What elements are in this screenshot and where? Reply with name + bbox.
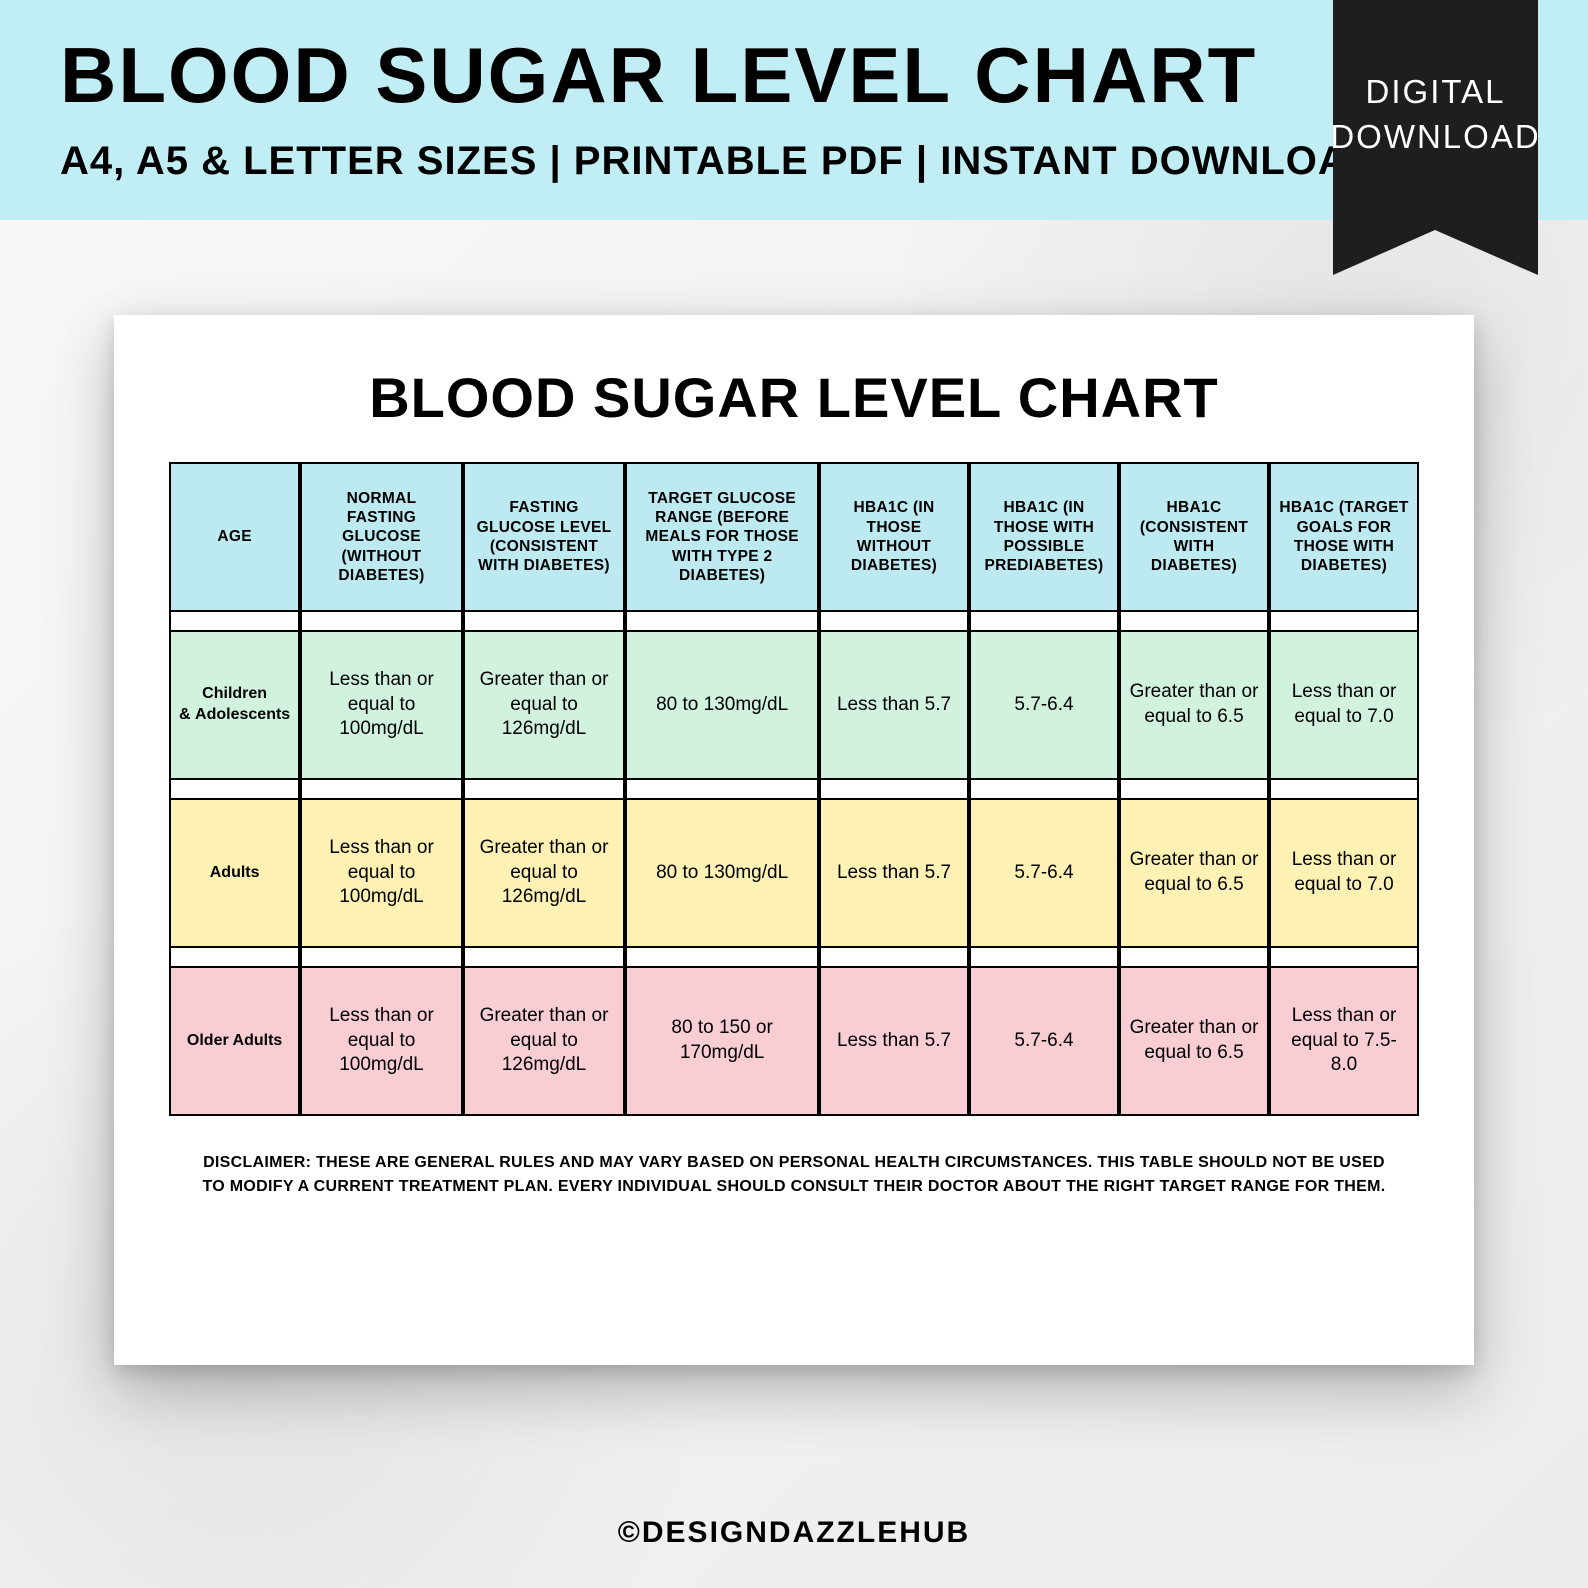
table-gap-row bbox=[169, 948, 1419, 966]
table-cell: Greater than or equal to 126mg/dL bbox=[463, 630, 626, 780]
table-row: Children & AdolescentsLess than or equal… bbox=[169, 630, 1419, 780]
row-label: Children & Adolescents bbox=[169, 630, 300, 780]
table-cell: 5.7-6.4 bbox=[969, 630, 1119, 780]
table-cell: Greater than or equal to 6.5 bbox=[1119, 798, 1269, 948]
document-page: BLOOD SUGAR LEVEL CHART AGENORMAL FASTIN… bbox=[114, 315, 1474, 1365]
row-label: Older Adults bbox=[169, 966, 300, 1116]
table-header-cell: AGE bbox=[169, 462, 300, 612]
table-header-cell: HBA1C (IN THOSE WITHOUT DIABETES) bbox=[819, 462, 969, 612]
table-cell: Greater than or equal to 6.5 bbox=[1119, 630, 1269, 780]
table-header-cell: NORMAL FASTING GLUCOSE (WITHOUT DIABETES… bbox=[300, 462, 463, 612]
table-cell: Less than or equal to 7.5-8.0 bbox=[1269, 966, 1419, 1116]
disclaimer-text: DISCLAIMER: THESE ARE GENERAL RULES AND … bbox=[169, 1151, 1419, 1199]
table-cell: Greater than or equal to 126mg/dL bbox=[463, 966, 626, 1116]
table-cell: 80 to 130mg/dL bbox=[625, 798, 819, 948]
table-header-cell: HBA1C (TARGET GOALS FOR THOSE WITH DIABE… bbox=[1269, 462, 1419, 612]
table-header-cell: TARGET GLUCOSE RANGE (BEFORE MEALS FOR T… bbox=[625, 462, 819, 612]
table-cell: Greater than or equal to 6.5 bbox=[1119, 966, 1269, 1116]
ribbon-line2: DOWNLOAD bbox=[1330, 115, 1540, 160]
table-cell: Less than 5.7 bbox=[819, 630, 969, 780]
table-header-cell: HBA1C (CONSISTENT WITH DIABETES) bbox=[1119, 462, 1269, 612]
table-row: AdultsLess than or equal to 100mg/dLGrea… bbox=[169, 798, 1419, 948]
page-title: BLOOD SUGAR LEVEL CHART bbox=[169, 365, 1419, 430]
table-cell: 80 to 130mg/dL bbox=[625, 630, 819, 780]
table-cell: Less than or equal to 7.0 bbox=[1269, 798, 1419, 948]
table-cell: Less than or equal to 7.0 bbox=[1269, 630, 1419, 780]
row-label: Adults bbox=[169, 798, 300, 948]
table-cell: Less than or equal to 100mg/dL bbox=[300, 798, 463, 948]
blood-sugar-table: AGENORMAL FASTING GLUCOSE (WITHOUT DIABE… bbox=[169, 462, 1419, 1116]
table-header-cell: HBA1C (IN THOSE WITH POSSIBLE PREDIABETE… bbox=[969, 462, 1119, 612]
table-cell: Less than 5.7 bbox=[819, 798, 969, 948]
table-cell: Less than 5.7 bbox=[819, 966, 969, 1116]
table-cell: 5.7-6.4 bbox=[969, 966, 1119, 1116]
table-header-cell: FASTING GLUCOSE LEVEL (CONSISTENT WITH D… bbox=[463, 462, 626, 612]
banner-title: BLOOD SUGAR LEVEL CHART bbox=[60, 30, 1528, 121]
table-row: Older AdultsLess than or equal to 100mg/… bbox=[169, 966, 1419, 1116]
ribbon-line1: DIGITAL bbox=[1366, 70, 1506, 115]
table-cell: 80 to 150 or 170mg/dL bbox=[625, 966, 819, 1116]
table-header-row: AGENORMAL FASTING GLUCOSE (WITHOUT DIABE… bbox=[169, 462, 1419, 612]
table-gap-row bbox=[169, 612, 1419, 630]
table-cell: Less than or equal to 100mg/dL bbox=[300, 966, 463, 1116]
table-cell: Less than or equal to 100mg/dL bbox=[300, 630, 463, 780]
banner-subtitle: A4, A5 & LETTER SIZES | PRINTABLE PDF | … bbox=[60, 139, 1528, 184]
ribbon-body: DIGITAL DOWNLOAD bbox=[1333, 0, 1538, 230]
table-cell: 5.7-6.4 bbox=[969, 798, 1119, 948]
ribbon-tail-icon bbox=[1333, 230, 1538, 275]
copyright-footer: ©DESIGNDAZZLEHUB bbox=[0, 1516, 1588, 1550]
table-gap-row bbox=[169, 780, 1419, 798]
table-cell: Greater than or equal to 126mg/dL bbox=[463, 798, 626, 948]
download-ribbon: DIGITAL DOWNLOAD bbox=[1333, 0, 1538, 280]
